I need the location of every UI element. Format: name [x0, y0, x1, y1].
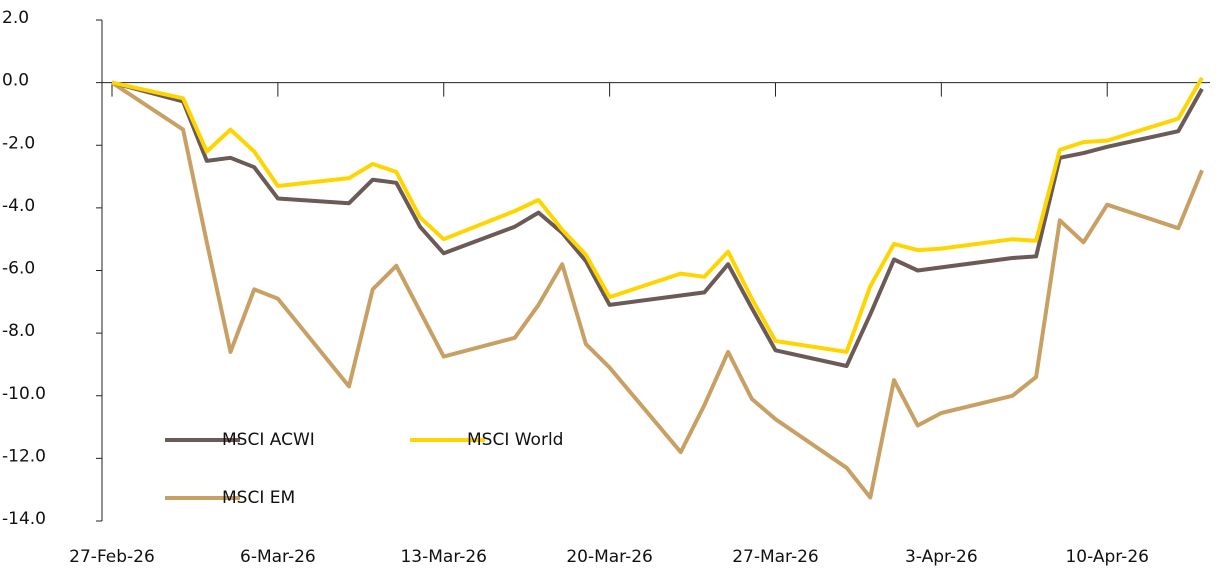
y-tick-label: 2.0: [2, 8, 29, 28]
y-tick-label: -10.0: [2, 384, 46, 404]
legend-label: MSCI ACWI: [222, 430, 315, 450]
y-tick-label: -6.0: [2, 259, 35, 279]
x-tick-label: 13-Mar-26: [400, 547, 487, 567]
x-tick-label: 3-Apr-26: [905, 547, 978, 567]
legend-label: MSCI World: [467, 430, 563, 450]
x-tick-label: 20-Mar-26: [566, 547, 653, 567]
x-tick-label: 27-Feb-26: [69, 547, 155, 567]
y-tick-label: -2.0: [2, 133, 35, 153]
series-line: [110, 80, 1204, 500]
x-tick-label: 10-Apr-26: [1065, 547, 1148, 567]
x-tick-label: 6-Mar-26: [240, 547, 316, 567]
y-tick-label: -14.0: [2, 509, 46, 529]
y-tick-label: -8.0: [2, 321, 35, 341]
y-tick-label: 0.0: [2, 71, 29, 91]
series-line: [111, 76, 1204, 354]
y-tick-label: -12.0: [2, 446, 46, 466]
x-tick-label: 27-Mar-26: [732, 547, 819, 567]
series-line: [111, 80, 1204, 368]
y-tick-label: -4.0: [2, 196, 35, 216]
legend-label: MSCI EM: [222, 488, 295, 508]
